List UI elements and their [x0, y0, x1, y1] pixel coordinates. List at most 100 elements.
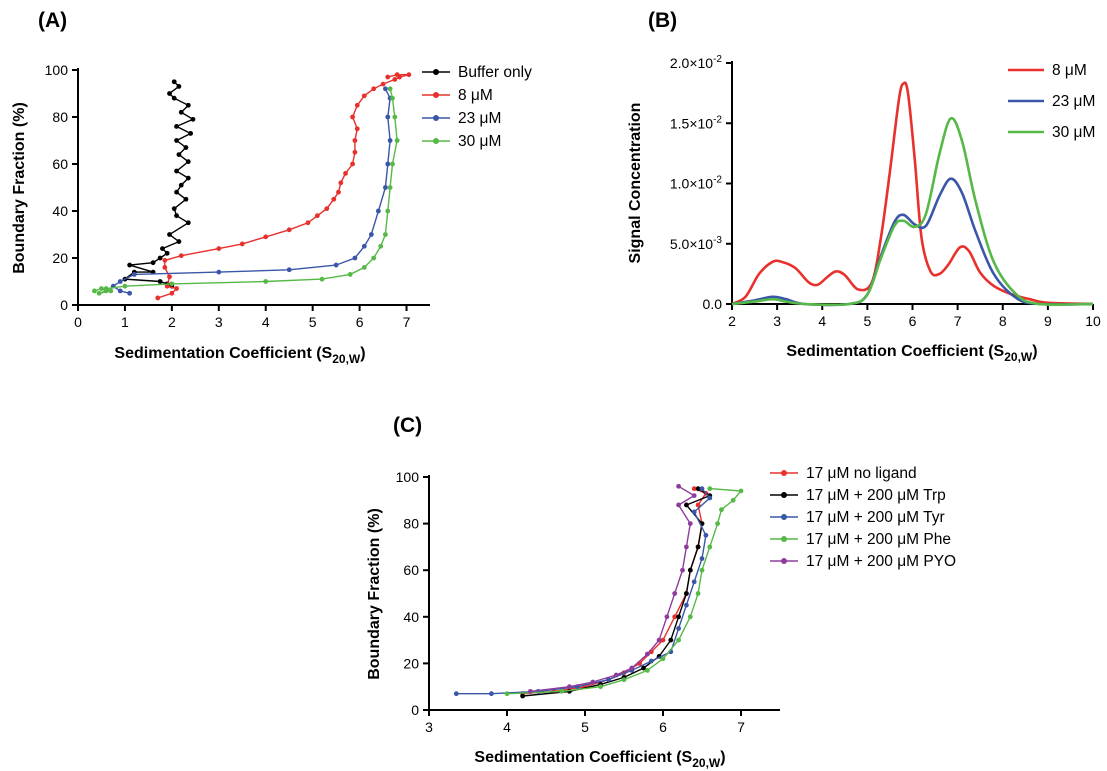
y-tick-label: 40 — [52, 203, 68, 219]
data-point — [648, 658, 654, 664]
x-tick-label: 6 — [356, 314, 364, 330]
data-point — [157, 279, 163, 284]
data-point — [695, 544, 701, 550]
data-point — [103, 286, 109, 291]
x-tick-label: 9 — [1044, 313, 1052, 329]
x-axis-label-xlabel-sub: 20,W — [1004, 350, 1033, 364]
data-point — [672, 614, 678, 620]
panel-label: (A) — [38, 9, 67, 32]
y-tick-label: 5.0×10-3 — [670, 235, 723, 252]
series-1: 8 μM — [155, 72, 493, 301]
data-point — [489, 691, 494, 697]
x-tick-label: 4 — [262, 314, 270, 330]
series-line-4 — [530, 485, 696, 693]
series-line-3 — [94, 88, 398, 294]
data-point — [178, 182, 184, 188]
data-point — [629, 665, 635, 671]
data-point — [394, 72, 400, 78]
legend-label: 30 μM — [458, 133, 501, 150]
x-axis-label-xlabel-close: ) — [720, 749, 725, 766]
y-tick-exponent: -2 — [713, 114, 722, 125]
data-point — [131, 272, 137, 277]
data-point — [350, 161, 355, 167]
data-point — [385, 114, 391, 120]
data-point — [216, 246, 222, 252]
legend-label: 17 μM + 200 μM Trp — [806, 487, 946, 504]
y-tick-label: 100 — [45, 62, 69, 78]
data-point — [687, 567, 693, 573]
data-point — [660, 637, 666, 643]
x-tick-label: 7 — [737, 719, 745, 735]
data-point — [504, 691, 510, 697]
legend-label: 30 μM — [1052, 124, 1095, 141]
data-point — [183, 196, 189, 202]
data-point — [676, 483, 681, 489]
y-tick-label: 80 — [52, 109, 68, 125]
data-point — [687, 614, 693, 620]
data-point — [319, 276, 325, 282]
data-point — [174, 124, 179, 129]
x-axis-label: Sedimentation Coefficient (S20,W) — [474, 749, 725, 770]
data-point — [350, 114, 355, 120]
x-axis-label: Sedimentation Coefficient (S20,W) — [786, 343, 1037, 364]
data-point — [164, 250, 170, 256]
data-point — [676, 614, 681, 620]
y-tick-mantissa: 1.0×10 — [670, 176, 713, 192]
data-point — [383, 185, 388, 190]
data-point — [127, 262, 133, 268]
series-line-0 — [122, 81, 195, 287]
chart-panel-2: (C) 3 4 5 6 7 0 20 40 60 80 100 Sedimentation Coeffi… — [366, 414, 956, 770]
y-tick-label: 20 — [52, 250, 68, 266]
data-point — [361, 265, 367, 270]
x-tick-label: 3 — [215, 314, 223, 330]
data-point — [185, 175, 191, 181]
data-point — [715, 521, 720, 526]
data-point — [150, 260, 156, 266]
y-axis-label: Boundary Fraction (%) — [11, 102, 28, 274]
legend-label: 8 μM — [458, 87, 493, 104]
x-tick-label: 2 — [168, 314, 176, 330]
data-point — [691, 579, 697, 585]
data-point — [559, 688, 564, 694]
data-point — [239, 241, 245, 247]
data-point — [703, 532, 709, 538]
data-point — [520, 693, 525, 699]
legend-label: 23 μM — [1052, 93, 1095, 110]
data-point — [719, 507, 724, 513]
data-point — [598, 684, 603, 690]
series-line-1 — [731, 177, 1094, 307]
x-tick-label: 6 — [659, 719, 667, 735]
data-point — [730, 497, 736, 503]
data-point — [343, 171, 348, 176]
x-tick-label: 7 — [954, 313, 962, 329]
data-point — [695, 486, 701, 492]
data-point — [371, 255, 377, 261]
data-point — [171, 206, 177, 212]
y-tick-label: 0 — [411, 702, 419, 718]
series-2: 23 μM — [110, 86, 501, 296]
data-point — [684, 544, 689, 550]
data-point — [621, 677, 627, 683]
data-point — [167, 232, 172, 237]
y-tick-exponent: -2 — [713, 54, 722, 65]
data-point — [174, 286, 179, 291]
y-axis-label: Signal Concentration — [627, 103, 644, 264]
x-axis-label-xlabel-close: ) — [360, 345, 365, 362]
legend-label: 17 μM + 200 μM PYO — [806, 553, 956, 570]
data-point — [185, 159, 191, 165]
data-point — [695, 591, 701, 596]
data-point — [188, 131, 194, 136]
data-point — [122, 283, 128, 289]
data-point — [383, 232, 388, 237]
x-tick-label: 10 — [1085, 313, 1101, 329]
data-point — [385, 161, 391, 167]
y-tick-exponent: -3 — [713, 235, 722, 246]
data-point — [380, 81, 386, 87]
data-point — [185, 102, 191, 108]
data-point — [613, 672, 619, 678]
legend-marker — [433, 92, 439, 98]
series-line-1 — [157, 74, 410, 299]
data-point — [331, 196, 337, 202]
x-tick-label: 7 — [403, 314, 411, 330]
data-point — [176, 152, 182, 158]
